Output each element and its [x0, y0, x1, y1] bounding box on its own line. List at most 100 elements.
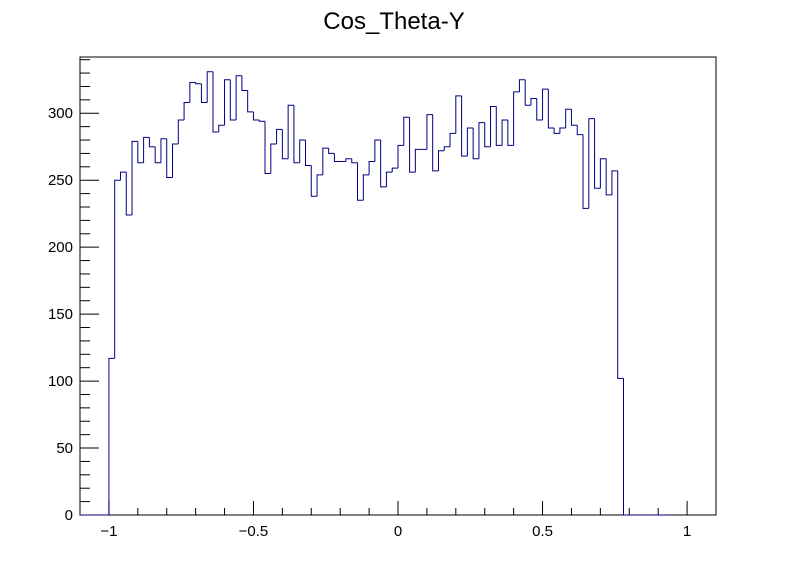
plot-frame: [79, 56, 717, 516]
histogram-bin: [212, 71, 219, 133]
histogram-bin: [437, 150, 445, 171]
histogram-bin: [351, 158, 358, 164]
histogram-bin: [414, 148, 422, 173]
histogram-series: [80, 71, 670, 516]
histogram-bin: [177, 119, 185, 145]
histogram-bin: [189, 81, 196, 103]
histogram-bin: [160, 138, 167, 163]
y-tick-label: 300: [48, 105, 73, 122]
histogram-bin: [322, 147, 329, 175]
histogram-bin: [143, 136, 150, 163]
histogram-bin: [276, 128, 283, 145]
histogram-bin: [391, 167, 398, 173]
histogram-bin: [547, 89, 555, 129]
histogram-bin: [241, 75, 248, 91]
y-tick-label: 150: [48, 306, 73, 323]
histogram-bin: [166, 138, 173, 179]
histogram-bin: [114, 179, 121, 359]
histogram-bin: [299, 139, 306, 163]
x-tick-label: −0.5: [239, 523, 269, 540]
histogram-bin: [466, 127, 474, 157]
histogram-bin: [195, 82, 202, 85]
histogram-bin: [368, 160, 375, 175]
y-tick-label: 50: [56, 440, 73, 457]
histogram-bin: [252, 111, 260, 121]
histogram-bin: [172, 143, 179, 178]
histogram-bin: [536, 98, 543, 121]
histogram-bin: [374, 139, 381, 162]
histogram-bin: [432, 114, 439, 172]
histogram-bin: [218, 124, 225, 132]
histogram-bin: [443, 146, 451, 151]
histogram-bin: [247, 90, 254, 113]
histogram-bin: [281, 129, 289, 160]
histogram-bin: [524, 79, 531, 106]
histogram-bin: [513, 91, 520, 146]
histogram-bin: [206, 71, 213, 103]
histogram-bin: [131, 140, 138, 216]
histogram-bin: [484, 122, 491, 148]
histogram-bin: [507, 119, 514, 146]
histogram-bin: [397, 144, 404, 169]
histogram-bin: [119, 171, 127, 181]
histogram-bin: [270, 143, 277, 174]
histogram-bin: [183, 102, 190, 120]
histogram-bin: [409, 117, 416, 173]
histogram-bin: [304, 140, 312, 166]
histogram-bin: [316, 174, 323, 197]
histogram-bin: [588, 118, 595, 209]
histogram-bin: [530, 98, 537, 106]
y-axis: 0 50 100 150 200 250 300: [48, 59, 99, 524]
histogram-bin: [357, 162, 364, 201]
histogram-bin: [455, 95, 462, 134]
x-tick-label: 0.5: [532, 523, 553, 540]
histogram-bin: [518, 79, 526, 92]
histogram-bin: [287, 104, 294, 159]
histogram-bin: [426, 114, 433, 150]
y-tick-label: 250: [48, 172, 73, 189]
histogram-bin: [235, 75, 242, 120]
x-tick-label: 0: [394, 523, 402, 540]
x-tick-label: −1: [100, 523, 117, 540]
chart-title: Cos_Theta-Y: [323, 8, 464, 35]
y-tick-label: 100: [48, 373, 73, 390]
histogram-bin: [385, 171, 393, 187]
histogram-bin: [478, 122, 485, 159]
histogram-bin: [472, 127, 479, 160]
histogram-bin: [594, 118, 601, 189]
histogram-bin: [380, 140, 387, 188]
histogram-bin: [605, 158, 612, 196]
histogram-bin: [108, 357, 115, 515]
histogram-bin: [565, 108, 572, 128]
histogram-bin: [293, 105, 300, 164]
y-tick-label: 0: [65, 507, 73, 524]
histogram-bin: [501, 119, 508, 146]
histogram-bin: [137, 141, 144, 164]
histogram-bin: [582, 134, 589, 209]
histogram-bin: [570, 109, 578, 126]
histogram-bin: [622, 378, 630, 516]
histogram-bin: [264, 121, 271, 175]
x-tick-label: 1: [683, 523, 691, 540]
histogram-bin: [611, 170, 618, 195]
histogram-bin: [559, 127, 566, 134]
histogram-bin: [542, 88, 549, 120]
histogram-bin: [576, 125, 584, 136]
histogram-bin: [599, 158, 607, 189]
histogram-bin: [345, 158, 352, 162]
histogram-bin: [310, 165, 318, 197]
histogram-bin: [328, 148, 335, 154]
histogram-bin: [617, 170, 624, 379]
histogram-bin: [461, 95, 468, 157]
histogram-bin: [333, 153, 341, 162]
histogram-bin: [495, 106, 503, 146]
histogram-bin: [553, 127, 560, 134]
histogram-bin: [449, 132, 456, 147]
histogram-bin: [490, 106, 497, 147]
histogram-bin: [154, 146, 161, 164]
histogram-bin: [224, 79, 231, 126]
histogram-bin: [148, 137, 156, 148]
histogram-bin: [200, 83, 208, 104]
